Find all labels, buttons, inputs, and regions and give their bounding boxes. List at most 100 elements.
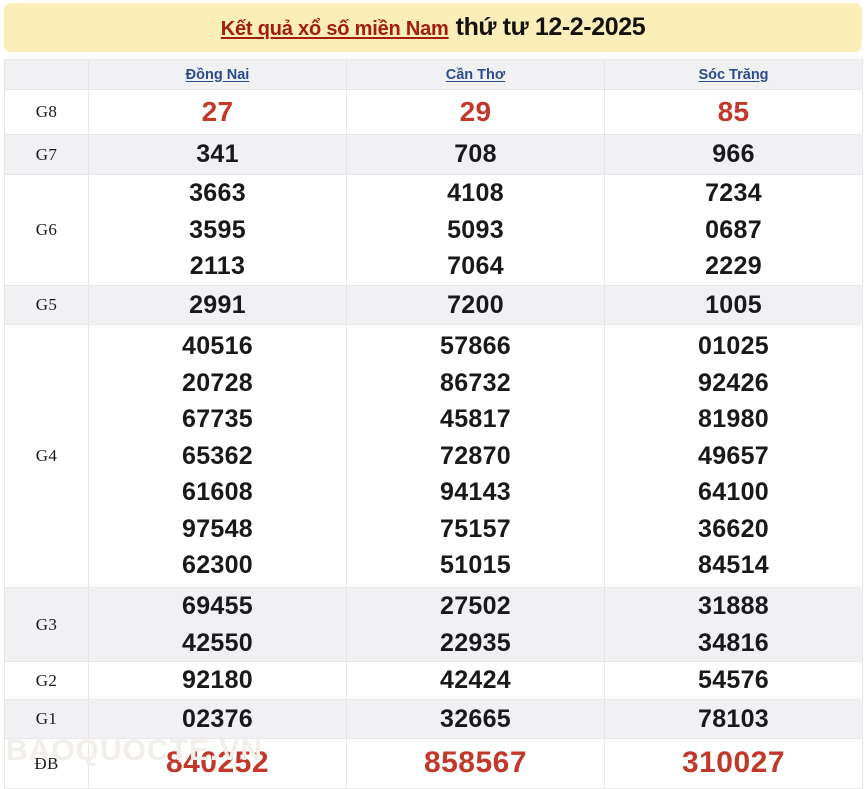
prize-cell-G6-col2: 7234 0687 2229 [604,174,863,286]
lottery-number: 40516 [181,332,254,361]
prize-cell-G6-col1: 4108 5093 7064 [346,174,605,286]
lottery-number: 97548 [181,514,254,543]
prize-cell-G3-col0: 69455 42550 [88,587,347,662]
lottery-number: 20728 [181,368,254,397]
prize-cell-G7-col0: 341 [88,134,347,175]
prize-label-G3: G3 [4,587,89,662]
lottery-number: 7200 [447,290,504,319]
lottery-number: 840252 [165,746,270,780]
prize-cell-G3-col2: 31888 34816 [604,587,863,662]
lottery-number: 64100 [697,478,770,507]
lottery-number: 81980 [697,405,770,434]
lottery-number: 75157 [439,514,512,543]
title-banner-inner: Kết quả xổ số miền Nam thứ tư 12-2-2025 [221,13,646,42]
lottery-number: 7064 [447,252,504,281]
lottery-results-table: Đồng Nai Cần Thơ Sóc Trăng G8 27 29 85 G7 341… [4,59,863,789]
prize-cell-G7-col1: 708 [346,134,605,175]
lottery-number: 61608 [181,478,254,507]
lottery-number: 51015 [439,551,512,580]
prize-cell-G3-col1: 27502 22935 [346,587,605,662]
table-body: G8 27 29 85 G7 341 708 966 G6 3663 3595 2113 4108 509… [4,89,863,789]
prize-label-G8: G8 [4,89,89,135]
province-link-2[interactable]: Sóc Trăng [698,66,769,83]
lottery-number: 22935 [439,628,512,657]
lottery-number: 36620 [697,514,770,543]
prize-cell-ĐB-col0: 840252 [88,738,347,789]
lottery-number: 966 [712,140,755,169]
table-row: G1 02376 32665 78103 [4,699,863,739]
table-row: G2 92180 42424 54576 [4,661,863,700]
prize-cell-G6-col0: 3663 3595 2113 [88,174,347,286]
table-row: G6 3663 3595 2113 4108 5093 7064 7234 0687 2229 [4,174,863,286]
lottery-number: 7234 [705,179,762,208]
prize-label-G7: G7 [4,134,89,175]
lottery-number: 42424 [439,666,512,695]
lottery-number: 341 [196,140,239,169]
prize-cell-G5-col1: 7200 [346,285,605,325]
lottery-number: 92426 [697,368,770,397]
lottery-number: 02376 [181,704,254,733]
prize-cell-ĐB-col2: 310027 [604,738,863,789]
prize-cell-G2-col2: 54576 [604,661,863,700]
prize-cell-G4-col0: 40516 20728 67735 65362 61608 97548 62300 [88,324,347,588]
lottery-number: 310027 [681,746,786,780]
title-banner: Kết quả xổ số miền Nam thứ tư 12-2-2025 [4,3,862,52]
lottery-number: 62300 [181,551,254,580]
lottery-number: 94143 [439,478,512,507]
prize-cell-G8-col0: 27 [88,89,347,135]
column-header-province-1: Cần Thơ [346,59,605,90]
table-row: ĐB 840252 858567 310027 [4,738,863,789]
table-corner-cell [4,59,89,90]
column-header-province-0: Đồng Nai [88,59,347,90]
lottery-number: 42550 [181,628,254,657]
prize-cell-ĐB-col1: 858567 [346,738,605,789]
prize-label-G4: G4 [4,324,89,588]
lottery-number: 01025 [697,332,770,361]
province-link-1[interactable]: Cần Thơ [445,66,506,83]
lottery-number: 31888 [697,592,770,620]
lottery-number: 858567 [423,746,528,780]
prize-label-ĐB: ĐB [4,738,89,789]
column-header-province-2: Sóc Trăng [604,59,863,90]
lottery-number: 5093 [447,215,504,244]
lottery-number: 27 [201,95,234,127]
province-link-0[interactable]: Đồng Nai [185,66,250,83]
prize-cell-G1-col0: 02376 [88,699,347,739]
lottery-number: 49657 [697,441,770,470]
lottery-number: 92180 [181,666,254,695]
lottery-number: 2229 [705,252,762,281]
prize-cell-G4-col2: 01025 92426 81980 49657 64100 36620 84514 [604,324,863,588]
lottery-number: 2991 [189,290,246,319]
prize-cell-G1-col2: 78103 [604,699,863,739]
lottery-number: 0687 [705,215,762,244]
lottery-number: 45817 [439,405,512,434]
lottery-number: 72870 [439,441,512,470]
lottery-number: 69455 [181,592,254,620]
prize-cell-G1-col1: 32665 [346,699,605,739]
lottery-number: 29 [459,95,492,127]
prize-label-G2: G2 [4,661,89,700]
prize-cell-G5-col2: 1005 [604,285,863,325]
lottery-number: 34816 [697,628,770,657]
lottery-number: 27502 [439,592,512,620]
prize-cell-G4-col1: 57866 86732 45817 72870 94143 75157 51015 [346,324,605,588]
table-row: G8 27 29 85 [4,89,863,135]
lottery-number: 1005 [705,290,762,319]
prize-label-G5: G5 [4,285,89,325]
table-row: G3 69455 42550 27502 22935 31888 34816 [4,587,863,662]
page-title-highlight[interactable]: Kết quả xổ số miền Nam [220,18,449,40]
lottery-number: 32665 [439,704,512,733]
prize-label-G6: G6 [4,174,89,286]
prize-cell-G2-col0: 92180 [88,661,347,700]
lottery-number: 3595 [189,215,246,244]
table-header-row: Đồng Nai Cần Thơ Sóc Trăng [4,59,863,90]
lottery-number: 65362 [181,441,254,470]
lottery-number: 78103 [697,704,770,733]
lottery-number: 54576 [697,666,770,695]
table-row: G7 341 708 966 [4,134,863,175]
table-row: G4 40516 20728 67735 65362 61608 97548 62300 578… [4,324,863,588]
table-row: G5 2991 7200 1005 [4,285,863,325]
table-header: Đồng Nai Cần Thơ Sóc Trăng [4,59,863,90]
lottery-number: 86732 [439,368,512,397]
lottery-number: 2113 [189,252,246,281]
